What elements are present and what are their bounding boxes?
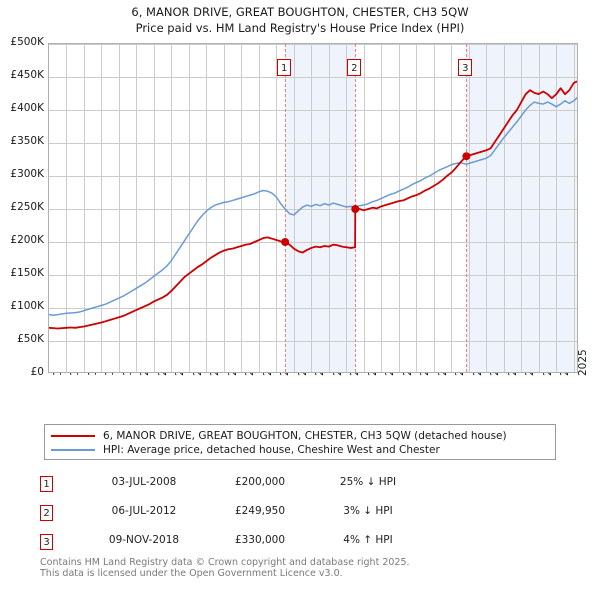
title-line-2: Price paid vs. HM Land Registry's House … <box>135 21 465 35</box>
gridline-vertical <box>206 44 208 372</box>
transaction-date: 06-JUL-2012 <box>111 505 177 517</box>
y-axis-tick-label: £450K <box>10 69 44 81</box>
x-axis-tick-label: 2025 <box>576 349 589 376</box>
y-axis-tick-label: £300K <box>10 168 44 180</box>
chart-plot-area <box>48 43 578 373</box>
chart-callout-badge[interactable]: 3 <box>458 59 473 76</box>
chart-series <box>49 80 577 330</box>
y-axis-tick-label: £100K <box>10 300 44 312</box>
gridline-vertical <box>381 44 383 372</box>
gridline-vertical <box>276 44 278 372</box>
y-axis-tick-label: £250K <box>10 201 44 213</box>
page-title: 6, MANOR DRIVE, GREAT BOUGHTON, CHESTER,… <box>0 4 600 36</box>
gridline-vertical <box>118 44 120 372</box>
gridline-vertical <box>241 44 243 372</box>
transaction-hpi-delta: 25% ↓ HPI <box>339 476 397 488</box>
legend-label-property: 6, MANOR DRIVE, GREAT BOUGHTON, CHESTER,… <box>103 430 507 442</box>
transaction-price: £330,000 <box>234 534 286 546</box>
gridline-vertical <box>416 44 418 372</box>
gridline-vertical <box>328 44 330 372</box>
y-axis-tick-label: £500K <box>10 36 44 48</box>
y-axis-tick-label: £200K <box>10 234 44 246</box>
footer-line-1: Contains HM Land Registry data © Crown c… <box>40 557 410 568</box>
transaction-index-badge: 1 <box>40 476 53 492</box>
transaction-price: £249,950 <box>234 505 286 517</box>
gridline-vertical <box>83 44 85 372</box>
transaction-hpi-delta: 3% ↓ HPI <box>343 505 393 517</box>
sale-marker-line <box>285 44 287 372</box>
gridline-vertical <box>258 44 260 372</box>
legend-label-hpi: HPI: Average price, detached house, Ches… <box>103 444 440 456</box>
sale-point-marker[interactable] <box>462 152 471 161</box>
gridline-horizontal <box>49 209 577 210</box>
gridline-horizontal <box>49 143 577 144</box>
gridline-vertical <box>311 44 313 372</box>
gridline-horizontal <box>49 341 577 342</box>
table-row[interactable]: 1 03-JUL-2008 £200,000 25% ↓ HPI <box>40 476 460 496</box>
gridline-vertical <box>66 44 68 372</box>
sale-point-marker[interactable] <box>351 205 360 214</box>
legend-item-property[interactable]: 6, MANOR DRIVE, GREAT BOUGHTON, CHESTER,… <box>51 429 549 443</box>
gridline-vertical <box>433 44 435 372</box>
gridline-vertical <box>346 44 348 372</box>
gridline-vertical <box>188 44 190 372</box>
transaction-hpi-delta: 4% ↑ HPI <box>343 534 393 546</box>
gridline-horizontal <box>49 44 577 45</box>
shaded-band <box>285 44 356 372</box>
chart-legend: 6, MANOR DRIVE, GREAT BOUGHTON, CHESTER,… <box>44 424 556 460</box>
gridline-vertical <box>363 44 365 372</box>
gridline-horizontal <box>49 275 577 276</box>
chart-callout-badge[interactable]: 2 <box>347 59 362 76</box>
gridline-horizontal <box>49 110 577 111</box>
gridline-horizontal <box>49 176 577 177</box>
gridline-vertical <box>223 44 225 372</box>
gridline-vertical <box>171 44 173 372</box>
series-line <box>49 80 577 330</box>
gridline-vertical <box>153 44 155 372</box>
transaction-index-badge: 2 <box>40 505 53 521</box>
transaction-index-badge: 3 <box>40 534 53 550</box>
chart-callout-badge[interactable]: 1 <box>277 59 292 76</box>
sale-point-marker[interactable] <box>281 238 290 246</box>
y-axis-tick-label: £0 <box>30 366 44 378</box>
gridline-vertical <box>451 44 453 372</box>
y-axis-tick-label: £350K <box>10 135 44 147</box>
y-axis-tick-label: £50K <box>17 333 44 345</box>
y-axis-tick-label: £400K <box>10 102 44 114</box>
gridline-horizontal <box>49 77 577 78</box>
legend-item-hpi[interactable]: HPI: Average price, detached house, Ches… <box>51 443 549 457</box>
gridline-vertical <box>521 44 523 372</box>
footer-line-2: This data is licensed under the Open Gov… <box>40 568 343 579</box>
gridline-horizontal <box>49 308 577 309</box>
gridline-vertical <box>486 44 488 372</box>
title-line-1: 6, MANOR DRIVE, GREAT BOUGHTON, CHESTER,… <box>131 5 469 19</box>
gridline-vertical <box>573 44 575 372</box>
transaction-date: 03-JUL-2008 <box>111 476 177 488</box>
sale-marker-line <box>466 44 468 372</box>
series-line <box>49 96 577 317</box>
gridline-vertical <box>468 44 470 372</box>
gridline-vertical <box>503 44 505 372</box>
gridline-vertical <box>136 44 138 372</box>
gridline-vertical <box>398 44 400 372</box>
footer-attribution: Contains HM Land Registry data © Crown c… <box>40 557 580 579</box>
legend-swatch-hpi-icon <box>51 449 95 451</box>
table-row[interactable]: 2 06-JUL-2012 £249,950 3% ↓ HPI <box>40 505 460 525</box>
transaction-date: 09-NOV-2018 <box>108 534 180 546</box>
gridline-vertical <box>293 44 295 372</box>
gridline-vertical <box>538 44 540 372</box>
gridline-horizontal <box>49 242 577 243</box>
y-axis-tick-label: £150K <box>10 267 44 279</box>
legend-swatch-property-icon <box>51 435 95 437</box>
gridline-vertical <box>556 44 558 372</box>
table-row[interactable]: 3 09-NOV-2018 £330,000 4% ↑ HPI <box>40 534 460 554</box>
transaction-price: £200,000 <box>234 476 286 488</box>
gridline-vertical <box>101 44 103 372</box>
